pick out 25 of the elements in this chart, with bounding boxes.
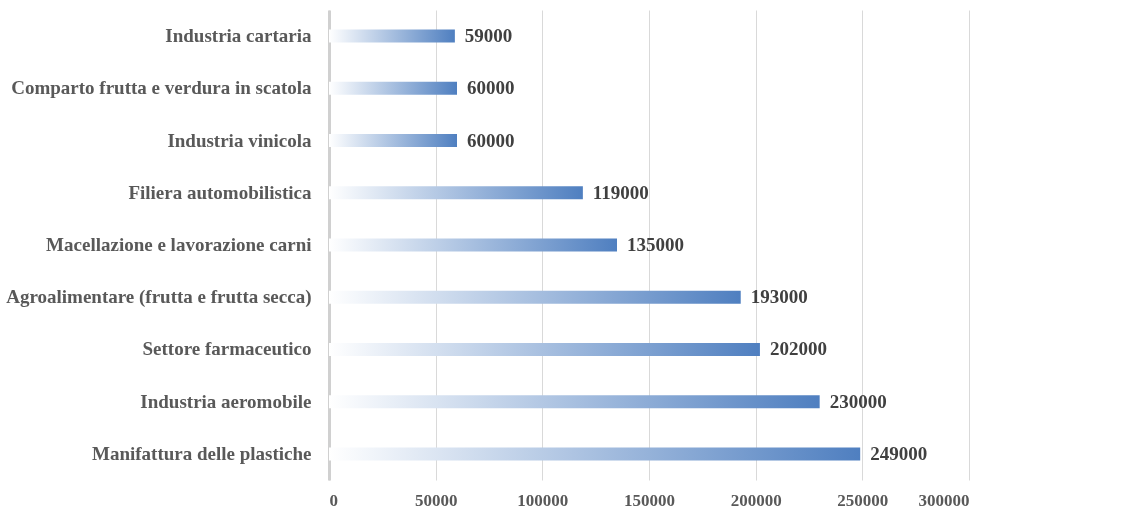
- data-label: 202000: [769, 338, 827, 360]
- data-label: 193000: [750, 286, 808, 308]
- data-label: 119000: [592, 181, 649, 203]
- x-tick-label: 100000: [517, 490, 569, 510]
- y-tick-label: Industria vinicola: [167, 129, 312, 151]
- data-label: 249000: [870, 442, 928, 464]
- y-tick-label: Agroalimentare (frutta e frutta secca): [6, 286, 312, 309]
- x-tick-label: 150000: [624, 490, 675, 510]
- y-tick-label: Industria aeromobile: [140, 390, 312, 412]
- y-tick-label: Settore farmaceutico: [142, 338, 312, 360]
- y-tick-label: Comparto frutta e verdura in scatola: [11, 77, 312, 99]
- data-label: 60000: [467, 77, 515, 99]
- data-label: 59000: [464, 25, 513, 47]
- y-tick-label: Industria cartaria: [165, 25, 312, 47]
- data-label: 60000: [467, 129, 515, 151]
- data-label: 230000: [829, 390, 887, 412]
- y-tick-label: Manifattura delle plastiche: [91, 442, 312, 464]
- y-tick-label: Macellazione e lavorazione carni: [46, 234, 312, 255]
- data-label: 135000: [627, 234, 684, 255]
- x-tick-label: 200000: [730, 490, 782, 510]
- x-tick-label: 50000: [414, 490, 458, 510]
- x-tick-label: 250000: [837, 490, 889, 510]
- x-tick-label: 300000: [918, 490, 970, 510]
- y-tick-label: Filiera automobilistica: [128, 181, 312, 203]
- x-tick-label: 0: [329, 490, 338, 510]
